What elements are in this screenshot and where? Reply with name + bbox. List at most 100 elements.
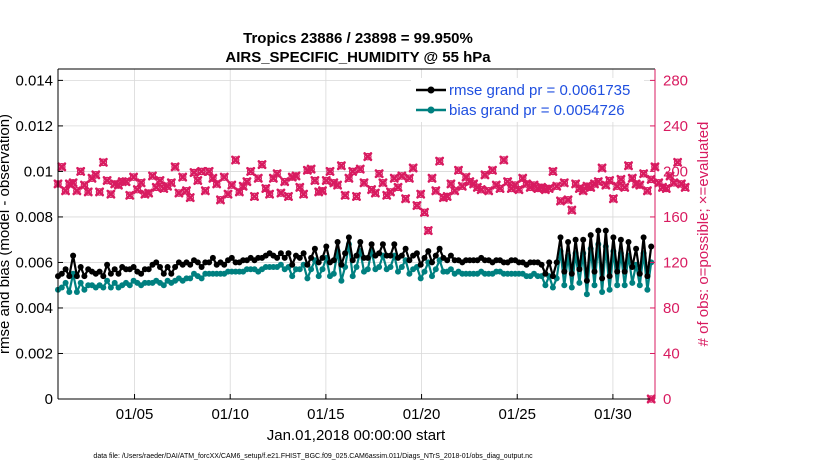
obs-possible-marker xyxy=(360,178,368,187)
obs-possible-marker xyxy=(254,174,263,183)
obs-possible-marker xyxy=(643,186,652,195)
bias-point xyxy=(198,275,205,282)
obs-possible-marker xyxy=(231,156,240,164)
rmse-point xyxy=(206,259,213,266)
obs-evaluated-marker xyxy=(370,188,380,198)
rmse-point xyxy=(432,252,439,259)
obs-evaluated-marker xyxy=(514,185,524,195)
obs-possible-marker xyxy=(322,176,331,185)
bias-point xyxy=(599,289,606,295)
obs-evaluated-marker xyxy=(408,163,418,173)
obs-evaluated-marker xyxy=(635,180,645,190)
bias-point xyxy=(349,273,356,280)
bias-point xyxy=(542,282,549,289)
obs-evaluated-marker xyxy=(401,194,411,204)
rmse-point xyxy=(617,236,624,243)
obs-evaluated-marker xyxy=(351,191,361,201)
obs-evaluated-marker xyxy=(333,180,343,190)
rmse-point xyxy=(636,270,643,277)
obs-possible-marker xyxy=(269,174,278,183)
x-tick-label: 01/15 xyxy=(307,406,345,423)
obs-evaluated-marker xyxy=(166,178,176,188)
rmse-point xyxy=(62,266,69,273)
obs-evaluated-marker xyxy=(155,176,165,186)
obs-evaluated-marker xyxy=(95,187,105,197)
obs-evaluated-marker xyxy=(325,166,335,176)
obs-evaluated-marker xyxy=(79,180,89,190)
obs-possible-marker xyxy=(394,183,402,192)
bias-point xyxy=(432,266,439,273)
rmse-point xyxy=(602,227,609,234)
rmse-point xyxy=(77,264,84,270)
obs-evaluated-marker xyxy=(378,178,388,188)
obs-evaluated-marker xyxy=(453,165,463,175)
obs-possible-marker xyxy=(167,178,176,187)
obs-evaluated-marker xyxy=(306,164,316,174)
rmse-point xyxy=(319,254,326,261)
rmse-point xyxy=(70,252,77,259)
rmse-point xyxy=(145,266,152,273)
bias-point xyxy=(591,282,598,289)
bias-point xyxy=(561,282,568,289)
y-tick-label: 0.004 xyxy=(15,300,53,317)
obs-evaluated-marker xyxy=(215,195,225,205)
obs-possible-marker xyxy=(73,186,81,195)
obs-evaluated-marker xyxy=(646,174,656,184)
rmse-point xyxy=(565,239,572,245)
obs-evaluated-marker xyxy=(57,162,67,172)
obs-evaluated-marker xyxy=(435,156,445,166)
obs-evaluated-marker xyxy=(503,177,513,187)
obs-evaluated-marker xyxy=(487,165,497,175)
y-tick-label: 0.014 xyxy=(15,72,53,89)
obs-evaluated-marker xyxy=(620,182,630,192)
rmse-point xyxy=(153,259,160,266)
obs-evaluated-marker xyxy=(91,170,101,180)
y2-tick-label: 0 xyxy=(663,391,671,408)
obs-evaluated-marker xyxy=(563,195,573,205)
obs-evaluated-marker xyxy=(661,183,671,193)
rmse-point xyxy=(587,232,594,239)
obs-evaluated-marker xyxy=(624,161,634,171)
bias-point xyxy=(447,266,454,273)
obs-evaluated-marker xyxy=(348,166,358,176)
rmse-point xyxy=(648,243,655,250)
obs-possible-marker xyxy=(458,182,467,191)
y2-tick-label: 40 xyxy=(663,345,680,362)
obs-evaluated-marker xyxy=(431,186,441,196)
obs-possible-marker xyxy=(488,166,497,175)
bias-point xyxy=(549,284,556,291)
obs-evaluated-marker xyxy=(310,176,320,186)
obs-evaluated-marker xyxy=(261,183,271,193)
series-layer xyxy=(55,227,655,298)
y2-axis-label: # of obs: o=possible; ×=evaluated xyxy=(695,122,712,347)
rmse-point xyxy=(330,257,337,264)
obs-possible-marker xyxy=(243,177,251,186)
rmse-point xyxy=(391,241,398,248)
rmse-point xyxy=(228,254,235,261)
obs-possible-marker xyxy=(99,158,108,167)
obs-evaluated-marker xyxy=(219,172,229,182)
obs-possible-marker xyxy=(424,226,433,235)
rmse-point xyxy=(81,273,88,280)
obs-evaluated-marker xyxy=(129,172,139,182)
obs-evaluated-marker xyxy=(642,186,652,196)
rmse-point xyxy=(157,264,163,270)
obs-evaluated-marker xyxy=(446,179,456,189)
rmse-point xyxy=(614,268,621,275)
rmse-point xyxy=(625,239,632,245)
obs-possible-marker xyxy=(416,190,425,198)
obs-evaluated-marker xyxy=(231,155,241,165)
obs-evaluated-marker xyxy=(412,201,422,211)
obs-evaluated-marker xyxy=(480,170,490,180)
obs-possible-marker xyxy=(401,194,410,203)
obs-evaluated-marker xyxy=(189,168,199,178)
bias-point xyxy=(614,282,621,289)
rmse-point xyxy=(289,261,296,268)
obs-possible-marker xyxy=(462,173,470,181)
obs-possible-marker xyxy=(337,161,346,170)
rmse-point xyxy=(621,268,628,275)
obs-possible-marker xyxy=(484,186,493,195)
rmse-point xyxy=(368,241,375,248)
x-tick-label: 01/05 xyxy=(116,406,154,423)
rmse-point xyxy=(107,270,114,277)
